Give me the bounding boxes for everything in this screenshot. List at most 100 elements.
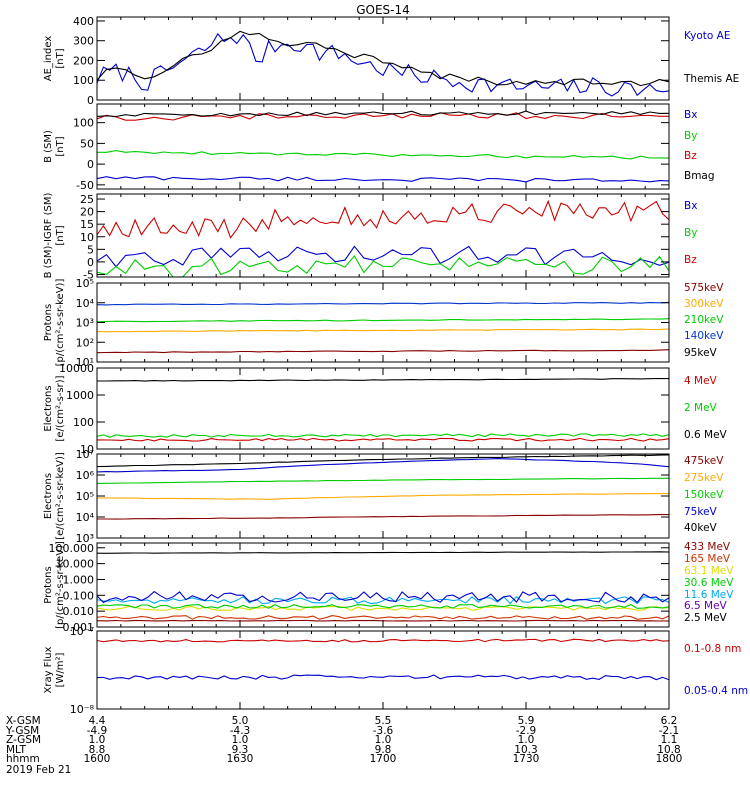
y-tick-label: 400 xyxy=(73,15,94,28)
legend-entry: 0.1-0.8 nm xyxy=(684,643,741,655)
y-tick-label: 100 xyxy=(73,74,94,87)
footer-value-z_gsm: 1.0 xyxy=(89,734,106,746)
series-line-electrons1-4-mev xyxy=(97,437,669,442)
y-tick-label: 10⁷ xyxy=(76,448,94,461)
y-tick-label: 100.000 xyxy=(49,542,95,555)
footer-value-x_gsm: 5.0 xyxy=(232,715,249,727)
footer-value-z_gsm: 1.0 xyxy=(375,734,392,746)
y-tick-label: 0.001 xyxy=(63,621,95,634)
series-line-ae-kyoto-ae xyxy=(97,32,669,97)
series-line-protons1-210kev xyxy=(97,318,669,323)
panel-xray: 10⁻⁸ 10⁻⁷ Xray Flux [W/m²] 0.1-0.8 nm 0.05-0.… xyxy=(43,625,748,716)
legend-entry: 165 MeV xyxy=(684,553,731,565)
y-axis-label: Protons xyxy=(43,566,54,603)
legend-entry: 63.1 MeV xyxy=(684,565,734,577)
panel-electrons1: 10 100 1000 10000 Electrons [e/(cm²-s-sr)] 4 M… xyxy=(43,362,728,456)
legend-entry: Bx xyxy=(684,200,697,212)
series-line-ae-themis-ae xyxy=(97,30,669,87)
legend-entry: 95keV xyxy=(684,347,718,359)
legend-entry: 4 MeV xyxy=(684,375,718,387)
series-line-protons1-140kev xyxy=(97,301,669,306)
series-line-electrons2-75kev xyxy=(97,458,669,473)
footer-row-label: hhmm xyxy=(6,753,40,765)
y-tick-label: 10¹ xyxy=(76,356,94,369)
series-line-protons2-11-6-mev xyxy=(97,596,669,605)
footer-row-label: MLT xyxy=(6,744,26,756)
panel-frame xyxy=(96,630,670,710)
y-tick-label: 10 xyxy=(80,443,94,456)
footer-value-x_gsm: 5.9 xyxy=(518,715,535,727)
panel-frame xyxy=(96,542,670,628)
footer-value-hhmm: 1600 xyxy=(84,753,111,765)
legend-entry: 140keV xyxy=(684,330,724,342)
legend-entry: 150keV xyxy=(684,489,724,501)
y-tick-label: 0 xyxy=(87,256,94,269)
legend-entry: Kyoto AE xyxy=(684,30,730,42)
y-tick-label: 0 xyxy=(87,158,94,171)
y-tick-label: 10² xyxy=(76,336,94,349)
footer-row-label: X-GSM xyxy=(6,715,41,727)
footer-value-y_gsm: -2.9 xyxy=(516,725,537,737)
y-axis-label: Xray Flux xyxy=(43,646,54,693)
y-axis-label: B (SM)-IGRF (SM) xyxy=(43,193,54,279)
series-line-b-bx xyxy=(97,176,669,183)
legend-entry: 30.6 MeV xyxy=(684,577,734,589)
y-axis-label: B (SM) xyxy=(43,130,54,163)
series-line-protons2-extra xyxy=(97,590,669,604)
footer-value-mlt: 9.8 xyxy=(375,744,392,756)
footer-value-z_gsm: 1.0 xyxy=(232,734,249,746)
y-tick-label: 0 xyxy=(87,94,94,107)
series-line-protons1-300kev xyxy=(97,328,669,333)
legend-entry: 300keV xyxy=(684,298,724,310)
panel-protons2: 0.001 0.010 0.100 1.000 10.000 100.000 Protons… xyxy=(43,541,734,634)
y-tick-label: 10⁴ xyxy=(76,511,95,524)
footer-value-mlt: 8.8 xyxy=(89,744,106,756)
y-tick-label: -50 xyxy=(76,179,94,192)
y-tick-label: 1.000 xyxy=(63,573,95,586)
legend-entry: Themis AE xyxy=(683,73,739,85)
series-line-bdiff-by xyxy=(97,254,669,277)
series-line-protons2-165-mev xyxy=(97,615,669,620)
series-line-protons1-575kev xyxy=(97,349,669,354)
y-tick-label: 10⁵ xyxy=(76,277,94,290)
footer-row-label: 2019 Feb 21 xyxy=(6,764,71,776)
y-tick-label: 5 xyxy=(87,243,94,256)
y-tick-label: 10⁶ xyxy=(76,469,95,482)
legend-entry: By xyxy=(684,130,697,142)
footer-value-mlt: 9.3 xyxy=(232,744,249,756)
series-line-electrons1-2-mev xyxy=(97,433,669,438)
legend-entry: Bz xyxy=(684,150,697,162)
footer-value-y_gsm: -4.9 xyxy=(87,725,108,737)
panel-electrons2: 10³ 10⁴ 10⁵ 10⁶ 10⁷ Electrons [e/(cm²-s-sr-keV… xyxy=(43,448,724,545)
footer-value-z_gsm: 1.1 xyxy=(661,734,678,746)
y-tick-label: 100 xyxy=(73,416,94,429)
y-tick-label: 10000 xyxy=(59,362,94,375)
y-tick-label: 10⁵ xyxy=(76,490,94,503)
y-axis-label: [e/(cm²-s-sr)] xyxy=(55,375,66,441)
legend-entry: 575keV xyxy=(684,282,724,294)
legend-entry: 433 MeV xyxy=(684,541,731,553)
legend-entry: 210keV xyxy=(684,314,724,326)
y-tick-label: 100 xyxy=(73,117,94,130)
y-tick-label: 10³ xyxy=(76,532,94,545)
y-axis-label: [nT] xyxy=(55,225,66,245)
footer-value-x_gsm: 5.5 xyxy=(375,715,392,727)
y-tick-label: 0.010 xyxy=(63,605,95,618)
legend-entry: 75keV xyxy=(684,506,718,518)
footer-value-hhmm: 1800 xyxy=(656,753,683,765)
y-tick-label: 200 xyxy=(73,54,94,67)
series-line-electrons2-275kev xyxy=(97,493,669,500)
y-tick-label: 0.100 xyxy=(63,589,95,602)
y-axis-label: Electrons xyxy=(43,473,54,519)
y-tick-label: -5 xyxy=(83,268,94,281)
footer-value-y_gsm: -4.3 xyxy=(230,725,251,737)
footer-value-mlt: 10.8 xyxy=(657,744,680,756)
series-line-protons2-2-5-mev xyxy=(97,551,669,554)
series-line-protons2-63-1-mev xyxy=(97,605,669,611)
footer-value-mlt: 10.3 xyxy=(514,744,537,756)
series-line-electrons2-475kev xyxy=(97,514,669,520)
series-line-protons2-30-6-mev xyxy=(97,603,669,609)
y-axis-label: [W/m²] xyxy=(55,652,66,687)
chart-title: GOES-14 xyxy=(356,3,410,17)
